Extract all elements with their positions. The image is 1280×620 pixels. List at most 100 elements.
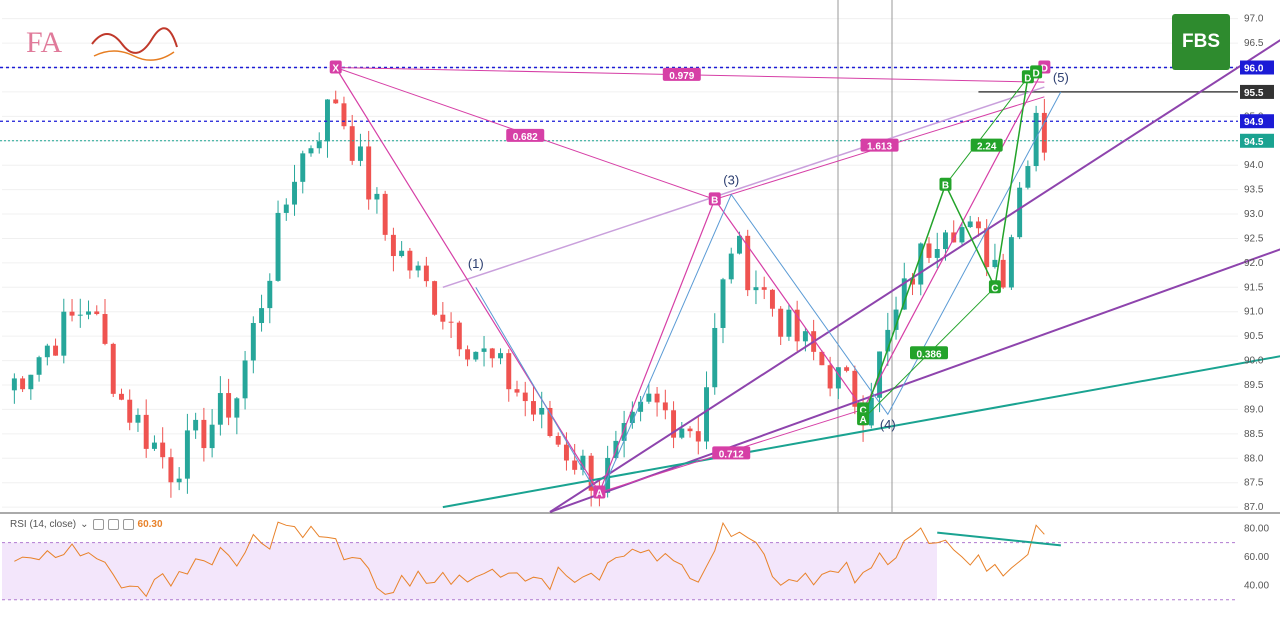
price-tag-bg bbox=[1240, 84, 1274, 99]
candle-body bbox=[110, 343, 116, 394]
ratio-label: 0.682 bbox=[513, 132, 538, 143]
candle-body bbox=[1041, 112, 1047, 153]
close-icon[interactable] bbox=[122, 519, 134, 530]
candle-body bbox=[308, 148, 314, 154]
rsi-tick-label: 60.00 bbox=[1244, 552, 1269, 563]
candle-body bbox=[885, 329, 891, 352]
candle-body bbox=[844, 367, 850, 371]
candle-body bbox=[753, 287, 759, 291]
fa-logo-text: FA bbox=[26, 26, 62, 59]
y-tick-label: 97.0 bbox=[1244, 14, 1264, 25]
candle-body bbox=[910, 278, 915, 285]
candle-body bbox=[267, 280, 273, 309]
rsi-panel[interactable]: 80.00 60.00 40.00 bbox=[2, 521, 1269, 601]
y-tick-label: 90.0 bbox=[1244, 356, 1264, 367]
point-label-c: C bbox=[859, 405, 866, 416]
candle-body bbox=[193, 419, 199, 431]
ratio-label: 1.613 bbox=[867, 142, 892, 153]
candle-body bbox=[588, 455, 594, 491]
candle-body bbox=[77, 314, 83, 316]
ratio-badge bbox=[712, 446, 751, 460]
point-marker-x bbox=[329, 60, 342, 74]
wave-label: (3) bbox=[723, 173, 739, 188]
candle-body bbox=[473, 351, 479, 360]
candle-body bbox=[143, 414, 149, 449]
candle-body bbox=[28, 374, 34, 390]
candle-body bbox=[94, 311, 100, 315]
candle-body bbox=[522, 392, 528, 402]
candle-body bbox=[506, 353, 512, 390]
pattern-drawings bbox=[335, 39, 1280, 513]
candle-body bbox=[341, 103, 347, 127]
candle-body bbox=[53, 345, 59, 356]
candle-body bbox=[984, 228, 990, 268]
rsi-divergence-line bbox=[937, 531, 1061, 547]
chevron-down-icon[interactable]: ⌄ bbox=[80, 519, 89, 530]
candle-body bbox=[151, 442, 157, 449]
rsi-tick-label: 80.00 bbox=[1244, 523, 1269, 534]
price-tag-bg bbox=[1240, 133, 1274, 148]
point-marker-c bbox=[988, 280, 1001, 294]
candle-body bbox=[671, 410, 677, 438]
rsi-band bbox=[2, 542, 937, 600]
candle-body bbox=[802, 331, 808, 342]
candle-body bbox=[432, 281, 438, 315]
y-tick-label: 91.5 bbox=[1244, 282, 1264, 293]
candle-body bbox=[283, 204, 289, 213]
candle-body bbox=[975, 221, 981, 229]
y-tick-label: 88.5 bbox=[1244, 429, 1264, 440]
candle-body bbox=[547, 407, 553, 437]
candle-body bbox=[695, 431, 701, 442]
candle-body bbox=[1033, 112, 1039, 167]
settings-icon[interactable] bbox=[107, 519, 119, 530]
candle-body bbox=[382, 193, 388, 235]
candle-body bbox=[440, 314, 446, 322]
candle-body bbox=[119, 393, 124, 400]
price-tag-label: 96.0 bbox=[1244, 64, 1264, 75]
candle-body bbox=[654, 393, 660, 403]
candle-body bbox=[465, 349, 471, 360]
point-label-c: C bbox=[991, 283, 998, 294]
candle-body bbox=[959, 227, 965, 243]
price-tag-bg bbox=[1240, 114, 1274, 129]
point-label-d: D bbox=[1041, 64, 1048, 75]
candle-body bbox=[728, 253, 734, 280]
bd-leg-green bbox=[945, 76, 1029, 186]
point-label-x: X bbox=[332, 64, 339, 75]
rsi-header[interactable]: RSI (14, close) ⌄ 60.30 bbox=[10, 519, 163, 530]
y-tick-label: 91.0 bbox=[1244, 307, 1264, 318]
y-tick-label: 88.0 bbox=[1244, 453, 1264, 464]
candle-body bbox=[992, 259, 998, 268]
candle-body bbox=[102, 314, 108, 344]
candle-body bbox=[852, 370, 858, 407]
candle-body bbox=[934, 249, 940, 258]
elliott-wave bbox=[475, 91, 1062, 499]
wave-label: (1) bbox=[468, 256, 484, 271]
candle-body bbox=[662, 402, 668, 411]
support-line bbox=[442, 355, 1280, 509]
grid bbox=[0, 0, 1280, 514]
eye-icon[interactable] bbox=[92, 519, 104, 530]
candle-body bbox=[877, 351, 883, 398]
candle-body bbox=[300, 153, 306, 182]
candle-body bbox=[679, 428, 685, 438]
point-marker-c bbox=[857, 402, 870, 416]
rsi-name: RSI (14, close) bbox=[10, 519, 77, 530]
candle-body bbox=[918, 243, 924, 285]
candle-body bbox=[720, 279, 726, 328]
ratio-badge bbox=[910, 346, 948, 360]
price-axis[interactable]: 97.096.596.095.595.094.594.093.593.092.5… bbox=[1240, 14, 1274, 513]
candle-body bbox=[316, 141, 322, 149]
channel-upper bbox=[549, 39, 1280, 513]
rsi-value: 60.30 bbox=[137, 519, 163, 530]
candle-body bbox=[943, 232, 948, 250]
candle-body bbox=[531, 401, 536, 415]
candle-body bbox=[399, 250, 405, 257]
candle-body bbox=[539, 407, 545, 415]
ratio-badge bbox=[662, 67, 701, 81]
candle-body bbox=[61, 311, 67, 356]
y-tick-label: 93.5 bbox=[1244, 185, 1264, 196]
ratio-badge bbox=[860, 138, 899, 152]
candle-body bbox=[448, 321, 454, 323]
